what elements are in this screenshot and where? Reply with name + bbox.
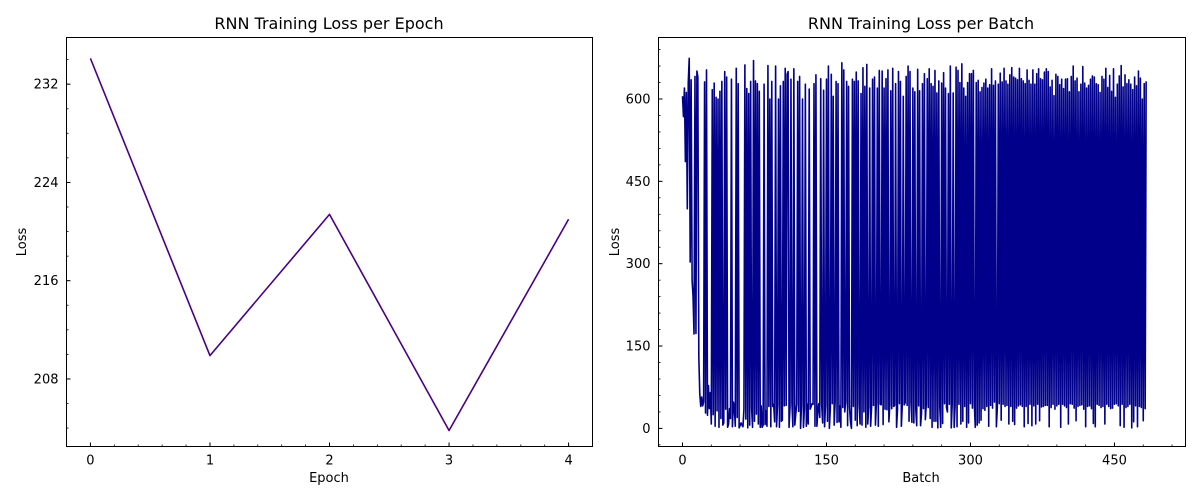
series-line — [681, 57, 1147, 430]
chart-title: RNN Training Loss per Epoch — [214, 14, 443, 33]
x-tick-label: 1 — [206, 454, 214, 469]
x-tick-label: 0 — [86, 454, 94, 469]
y-tick-label: 0 — [642, 422, 650, 437]
y-tick-label: 224 — [34, 176, 59, 191]
y-tick-label: 150 — [626, 340, 651, 355]
x-tick-label: 4 — [564, 454, 572, 469]
batch-loss-chart: RNN Training Loss per Batch 0 150 300 450 0 1… — [608, 14, 1186, 486]
y-tick-label: 300 — [626, 257, 651, 272]
x-tick-label: 3 — [445, 454, 453, 469]
series-group — [681, 57, 1147, 430]
x-tick-label: 0 — [678, 454, 686, 469]
x-tick-label: 300 — [958, 454, 983, 469]
x-tick-label: 150 — [814, 454, 839, 469]
chart-title: RNN Training Loss per Batch — [808, 14, 1034, 33]
y-tick-label: 600 — [626, 92, 651, 107]
x-axis-label: Epoch — [309, 471, 349, 486]
tick-group: 0 1 2 3 4 208 216 224 232 — [34, 59, 573, 469]
y-axis-label: Loss — [608, 228, 623, 257]
y-tick-label: 208 — [34, 372, 59, 387]
x-tick-label: 450 — [1102, 454, 1127, 469]
plot-frame — [66, 37, 593, 447]
tick-group: 0 150 300 450 0 150 300 450 600 — [626, 49, 1173, 469]
series-line — [89, 58, 570, 432]
x-axis-label: Batch — [902, 471, 939, 486]
plot-frame — [658, 37, 1186, 447]
epoch-loss-chart: RNN Training Loss per Epoch 0 1 2 3 4 208 216 2… — [15, 14, 593, 486]
y-tick-label: 232 — [34, 78, 59, 93]
y-axis-label: Loss — [15, 228, 30, 257]
y-tick-label: 216 — [34, 274, 59, 289]
y-tick-label: 450 — [626, 175, 651, 190]
x-tick-label: 2 — [325, 454, 333, 469]
series-group — [89, 58, 570, 432]
